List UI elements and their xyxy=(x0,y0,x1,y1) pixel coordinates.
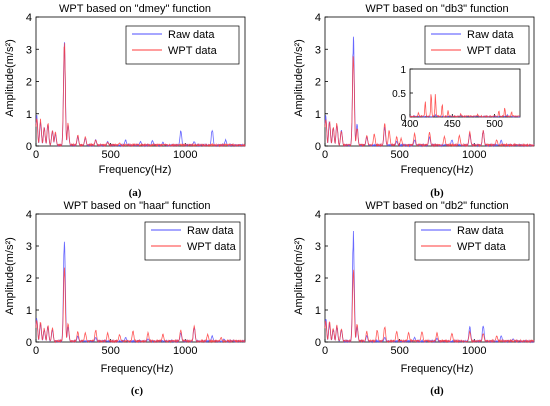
panel-c-legend: Raw data WPT data xyxy=(144,221,241,261)
panel-a-ytick-label: 3 xyxy=(26,44,32,56)
panel-c-xtick-label: 500 xyxy=(101,345,119,357)
panel-d: WPT based on "db2" function Amplitude(m/… xyxy=(293,200,535,397)
panel-a-ytick-label: 1 xyxy=(26,109,32,121)
panel-d-xtick-label: 0 xyxy=(322,345,328,357)
panel-c-ytick-label: 4 xyxy=(26,209,32,221)
panel-c-ytick-label: 3 xyxy=(26,241,32,253)
panel-b-inset: 400 450 500 0 0.5 1 xyxy=(392,65,521,130)
panel-b-ytick-label: 3 xyxy=(315,44,321,56)
panel-c: WPT based on "haar" function Amplitude(m… xyxy=(4,200,246,397)
panel-d-series-wpt-line xyxy=(324,269,535,344)
panel-c-title: WPT based on "haar" function xyxy=(63,200,210,212)
panel-b-title: WPT based on "db3" function xyxy=(365,3,508,15)
panel-c-xtick-label: 0 xyxy=(33,345,39,357)
panel-a-xtick-label: 500 xyxy=(101,149,119,161)
panel-a-letter: (a) xyxy=(129,187,142,199)
panel-c-legend-label-raw: Raw data xyxy=(187,225,234,237)
panel-d-legend-label-raw: Raw data xyxy=(457,225,504,237)
panel-b-legend: Raw data WPT data xyxy=(424,25,530,65)
panel-b-xtick-label: 1000 xyxy=(462,149,486,161)
panel-b-plot: 0 500 1000 0 1 2 3 4 Raw data WPT data 400 450 500 0 0… xyxy=(315,12,535,161)
panel-d-legend: Raw data WPT data xyxy=(414,221,530,261)
panel-b-ytick-label: 4 xyxy=(315,12,321,24)
panel-b-xtick-label: 500 xyxy=(390,149,408,161)
panel-d-ytick-label: 4 xyxy=(315,209,321,221)
panel-c-plot: 0 500 1000 0 1 2 3 4 Raw data WPT data xyxy=(26,209,246,357)
panel-a-ytick-label: 2 xyxy=(26,77,32,89)
panel-b-inset-series-wpt-line xyxy=(409,94,521,118)
panel-a-xtick-label: 0 xyxy=(33,149,39,161)
panel-d-ytick-label: 0 xyxy=(315,337,321,349)
panel-b: WPT based on "db3" function Amplitude(m/… xyxy=(293,3,535,199)
panel-a-ylabel: Amplitude(m/s²) xyxy=(4,39,16,117)
panel-c-ylabel: Amplitude(m/s²) xyxy=(4,237,16,315)
panel-a-legend-label-wpt: WPT data xyxy=(168,45,218,57)
panel-d-ytick-label: 3 xyxy=(315,241,321,253)
panel-b-ytick-label: 2 xyxy=(315,77,321,89)
panel-b-ytick-label: 0 xyxy=(315,141,321,153)
panel-a-series-wpt-line xyxy=(35,43,246,148)
panel-a: WPT based on "dmey" function Amplitude(m… xyxy=(4,3,246,199)
panel-d-xlabel: Frequency(Hz) xyxy=(401,363,474,375)
panel-a-ytick-label: 0 xyxy=(26,141,32,153)
panel-c-xlabel: Frequency(Hz) xyxy=(101,363,174,375)
panel-b-xlabel: Frequency(Hz) xyxy=(401,164,474,176)
panel-a-title: WPT based on "dmey" function xyxy=(59,3,211,15)
panel-c-series-wpt-line xyxy=(35,267,246,344)
panel-c-legend-label-wpt: WPT data xyxy=(187,241,237,253)
panel-b-ytick-label: 1 xyxy=(315,109,321,121)
panel-d-ytick-label: 1 xyxy=(315,305,321,317)
panel-a-xlabel: Frequency(Hz) xyxy=(99,164,172,176)
panel-c-ytick-label: 2 xyxy=(26,273,32,285)
panel-d-xtick-label: 1000 xyxy=(462,345,486,357)
panel-c-ytick-label: 1 xyxy=(26,305,32,317)
panel-b-inset-axes-frame xyxy=(409,68,521,118)
panel-d-ytick-label: 2 xyxy=(315,273,321,285)
panel-b-xtick-label: 0 xyxy=(322,149,328,161)
panel-b-inset-ytick-label: 0 xyxy=(400,113,406,124)
panel-a-legend-label-raw: Raw data xyxy=(168,29,215,41)
panel-b-legend-label-raw: Raw data xyxy=(467,29,514,41)
panel-b-letter: (b) xyxy=(430,187,444,199)
panel-d-legend-label-wpt: WPT data xyxy=(457,241,507,253)
panel-a-legend: Raw data WPT data xyxy=(125,25,240,65)
panel-a-ytick-label: 4 xyxy=(26,12,32,24)
panel-d-title: WPT based on "db2" function xyxy=(365,200,508,212)
panel-c-legend-box xyxy=(144,221,241,261)
panel-b-inset-xtick-label: 400 xyxy=(402,119,419,130)
panel-c-xtick-label: 1000 xyxy=(173,345,197,357)
panel-b-ylabel: Amplitude(m/s²) xyxy=(293,39,305,117)
panel-a-legend-box xyxy=(125,25,240,65)
panel-b-inset-xtick-label: 450 xyxy=(444,119,461,130)
panel-b-legend-label-wpt: WPT data xyxy=(467,45,517,57)
panel-d-plot: 0 500 1000 0 1 2 3 4 Raw data WPT data xyxy=(315,209,535,357)
panel-c-ytick-label: 0 xyxy=(26,337,32,349)
panel-d-ylabel: Amplitude(m/s²) xyxy=(293,237,305,315)
panel-b-series-wpt-line xyxy=(324,56,535,148)
panel-c-letter: (c) xyxy=(131,385,144,397)
panel-b-inset-ytick-label: 1 xyxy=(400,65,406,76)
panel-d-letter: (d) xyxy=(430,385,444,397)
panel-a-xtick-label: 1000 xyxy=(173,149,197,161)
panel-b-legend-box xyxy=(424,25,530,65)
panel-b-inset-xtick-label: 500 xyxy=(486,119,503,130)
panel-b-inset-ytick-label: 0.5 xyxy=(392,89,406,100)
panel-d-xtick-label: 500 xyxy=(390,345,408,357)
panel-d-legend-box xyxy=(414,221,530,261)
panel-a-plot: 0 500 1000 0 1 2 3 4 Raw data WPT data xyxy=(26,12,246,161)
